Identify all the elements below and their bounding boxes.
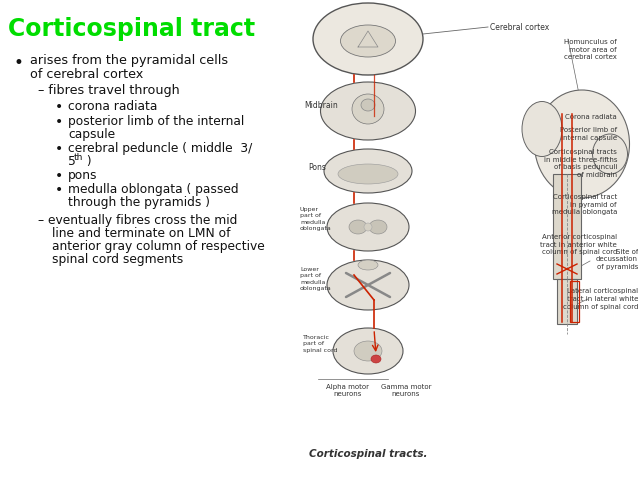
Text: Corona radiata: Corona radiata [565, 114, 617, 120]
Text: •: • [55, 115, 63, 129]
Ellipse shape [358, 260, 378, 270]
Text: ): ) [83, 155, 92, 168]
Text: Anterior corticospinal
tract in anterior white
column of spinal cord: Anterior corticospinal tract in anterior… [540, 234, 617, 255]
Text: spinal cord segments: spinal cord segments [52, 253, 183, 266]
Ellipse shape [313, 3, 423, 75]
Text: Lower
part of
medulla
oblongata: Lower part of medulla oblongata [300, 267, 332, 291]
FancyBboxPatch shape [557, 279, 577, 324]
Text: Posterior limb of
internal capsule: Posterior limb of internal capsule [560, 127, 617, 140]
Ellipse shape [327, 203, 409, 251]
Ellipse shape [522, 102, 562, 157]
Text: – eventually fibres cross the mid: – eventually fibres cross the mid [38, 214, 237, 227]
Ellipse shape [593, 134, 628, 174]
Text: corona radiata: corona radiata [68, 100, 158, 113]
Text: Homunculus of
motor area of
cerebral cortex: Homunculus of motor area of cerebral cor… [564, 39, 617, 60]
Text: Corticospinal tracts
in middle three-fifths
of basis pedunculi
of midbrain: Corticospinal tracts in middle three-fif… [544, 149, 617, 178]
Text: Alpha motor
neurons: Alpha motor neurons [327, 384, 369, 397]
Text: •: • [55, 100, 63, 114]
Text: •: • [55, 142, 63, 156]
Text: Midbrain: Midbrain [304, 101, 338, 110]
Text: Pons: Pons [308, 162, 326, 171]
Ellipse shape [341, 25, 396, 57]
Text: •: • [55, 183, 63, 197]
Text: Thoracic
part of
spinal cord: Thoracic part of spinal cord [303, 335, 338, 353]
Text: •: • [14, 54, 24, 72]
Text: – fibres travel through: – fibres travel through [38, 84, 180, 97]
Text: cerebral peduncle ( middle  3/: cerebral peduncle ( middle 3/ [68, 142, 252, 155]
Ellipse shape [327, 260, 409, 310]
Text: of cerebral cortex: of cerebral cortex [30, 68, 144, 81]
Text: through the pyramids ): through the pyramids ) [68, 196, 210, 209]
Text: medulla oblongata ( passed: medulla oblongata ( passed [68, 183, 239, 196]
Text: Upper
part of
medulla
oblongata: Upper part of medulla oblongata [300, 207, 332, 231]
Text: Cerebral cortex: Cerebral cortex [490, 23, 549, 32]
Ellipse shape [324, 149, 412, 193]
Text: anterior gray column of respective: anterior gray column of respective [52, 240, 265, 253]
Ellipse shape [371, 355, 381, 363]
Text: Corticospinal tract: Corticospinal tract [8, 17, 255, 41]
Text: 5: 5 [68, 155, 76, 168]
Text: line and terminate on LMN of: line and terminate on LMN of [52, 227, 230, 240]
Text: Corticospinal tract
in pyramid of
medulla oblongata: Corticospinal tract in pyramid of medull… [552, 194, 617, 215]
Ellipse shape [364, 223, 372, 231]
FancyBboxPatch shape [553, 174, 581, 279]
Text: Gamma motor
neurons: Gamma motor neurons [381, 384, 431, 397]
Text: capsule: capsule [68, 128, 115, 141]
Text: Corticospinal tracts.: Corticospinal tracts. [309, 449, 427, 459]
Ellipse shape [361, 99, 375, 111]
Ellipse shape [535, 90, 630, 198]
Ellipse shape [320, 82, 415, 140]
Text: pons: pons [68, 169, 98, 182]
Ellipse shape [349, 220, 367, 234]
Ellipse shape [354, 341, 382, 361]
Ellipse shape [338, 164, 398, 184]
Ellipse shape [369, 220, 387, 234]
Text: arises from the pyramidal cells: arises from the pyramidal cells [30, 54, 228, 67]
Text: Site of
decussation
of pyramids: Site of decussation of pyramids [596, 249, 638, 270]
Text: •: • [55, 169, 63, 183]
Text: posterior limb of the internal: posterior limb of the internal [68, 115, 244, 128]
Ellipse shape [352, 94, 384, 124]
Ellipse shape [333, 328, 403, 374]
Text: Lateral corticospinal
tract in lateral white
column of spinal cord: Lateral corticospinal tract in lateral w… [563, 288, 638, 309]
Text: th: th [73, 153, 83, 162]
